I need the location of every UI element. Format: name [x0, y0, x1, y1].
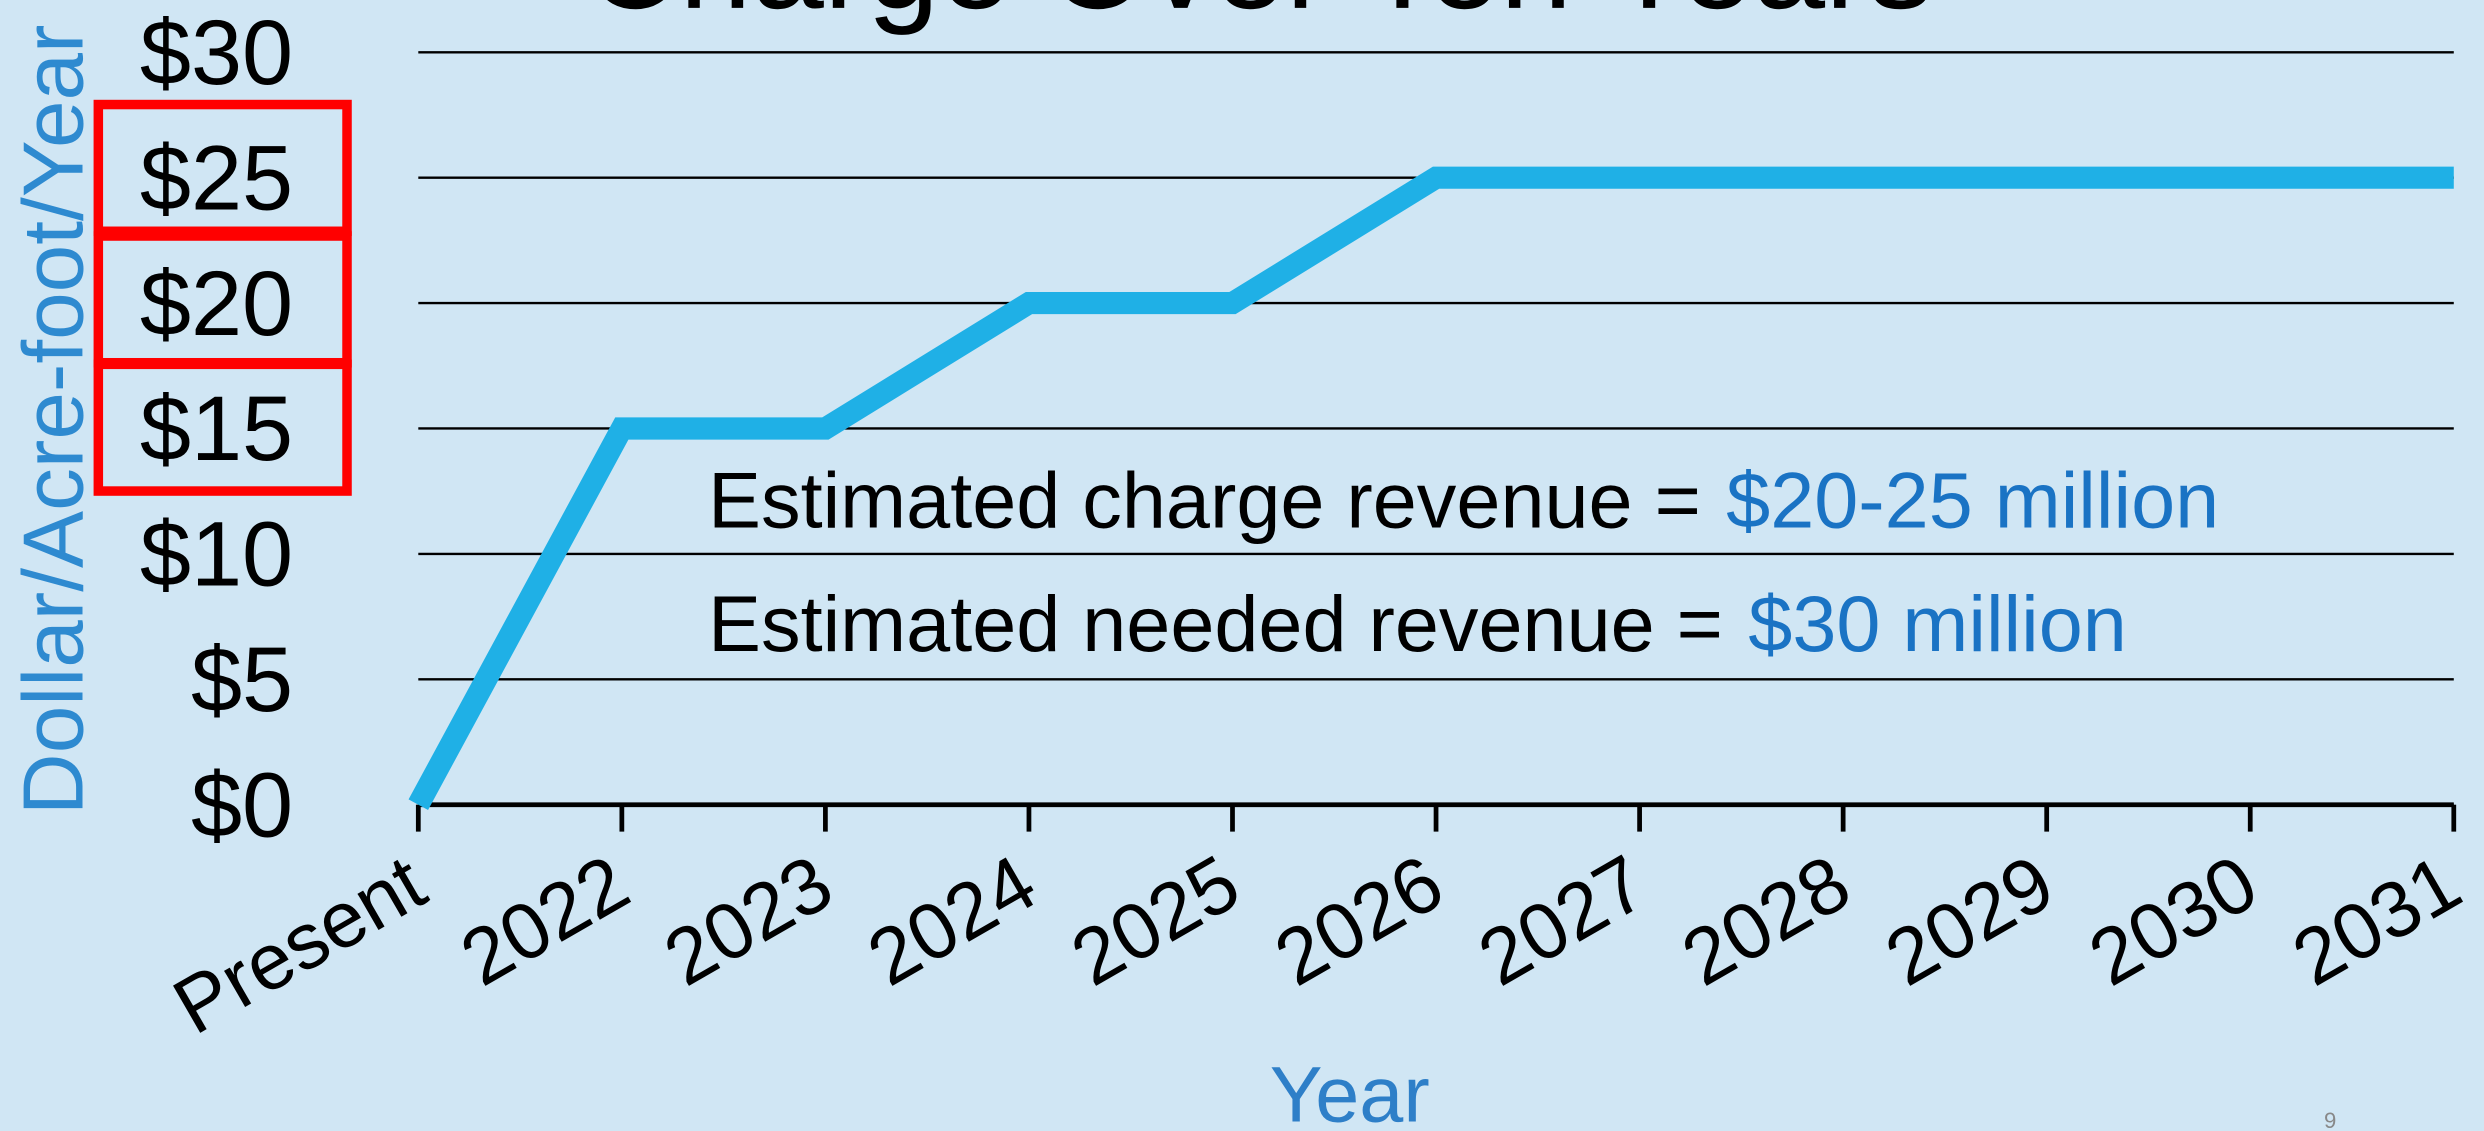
page-number: 9: [2324, 1108, 2336, 1131]
y-axis-label: Dollar/Acre-foot/Year: [6, 24, 101, 815]
data-line: [408, 166, 2454, 810]
y-tick-label: $25: [140, 127, 293, 229]
y-tick-label: $10: [140, 504, 293, 606]
annotation-text: Estimated charge revenue =: [708, 455, 1701, 544]
y-tick-label: $20: [140, 253, 293, 355]
x-axis-label: Year: [1270, 1049, 1430, 1131]
annotation: Estimated charge revenue = $20-25 million: [708, 455, 2219, 544]
annotation-highlight: $20-25 million: [1726, 455, 2219, 544]
chart-title: Charge Over Ten Years: [586, 0, 1934, 36]
highlight-box: [93, 359, 352, 496]
y-tick-label: $5: [191, 629, 293, 731]
annotation-text: Estimated needed revenue =: [708, 579, 1723, 668]
y-tick-label: $15: [140, 378, 293, 480]
annotation-highlight: $30 million: [1748, 579, 2127, 668]
annotation: Estimated needed revenue = $30 million: [708, 579, 2127, 668]
y-tick-label: $30: [140, 2, 293, 104]
y-tick-label: $0: [191, 754, 293, 856]
